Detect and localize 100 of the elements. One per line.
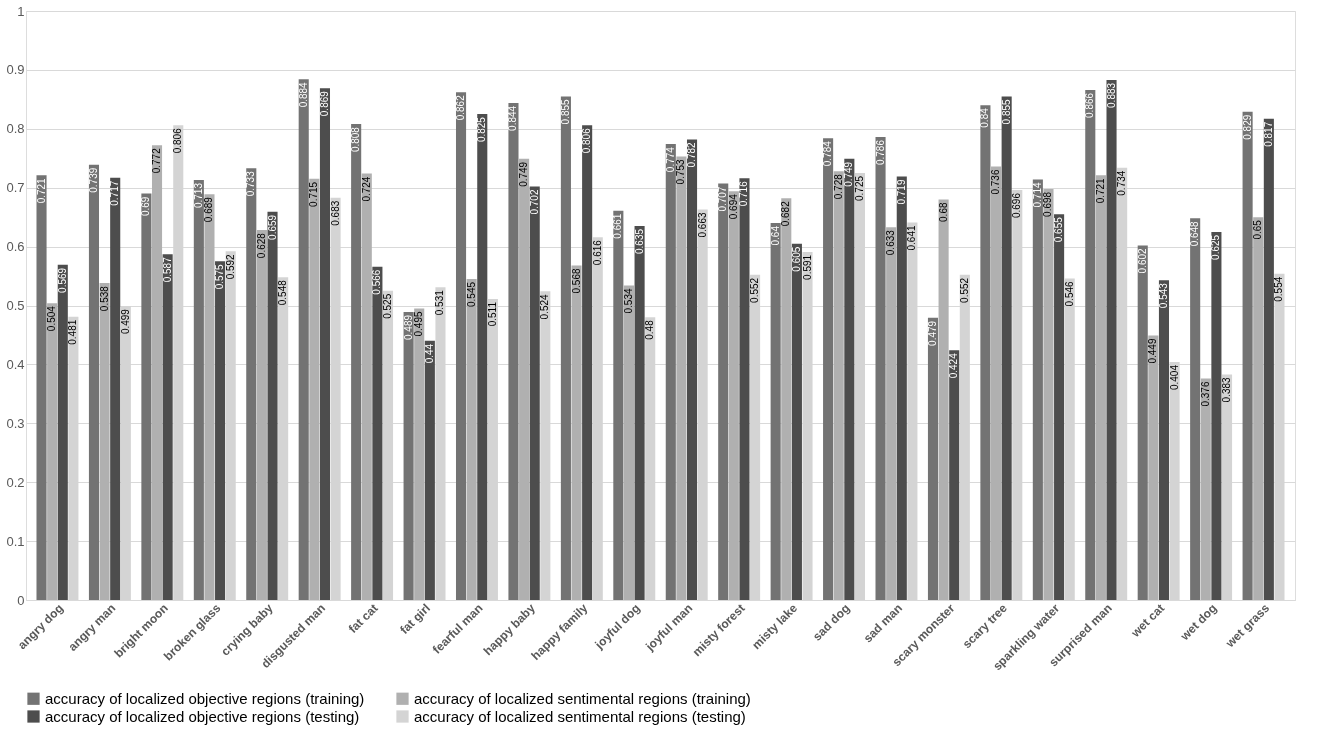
data-label: 0.592 [224, 253, 236, 280]
data-label: 0.534 [622, 288, 634, 314]
data-label: 0.531 [434, 289, 446, 316]
data-label: 0.383 [1221, 376, 1233, 403]
data-label: 0.659 [266, 214, 278, 240]
legend-label: accuracy of localized objective regions (testing) [45, 707, 360, 725]
bar [718, 183, 729, 600]
data-label: 0.736 [990, 169, 1002, 195]
bar [1085, 89, 1096, 600]
data-label: 0.548 [277, 279, 289, 306]
x-tick-label: fat girl [397, 601, 434, 637]
y-tick-label: 0.9 [6, 62, 25, 78]
data-label: 0.739 [87, 167, 99, 193]
data-label: 0.633 [885, 229, 897, 256]
data-label: 0.753 [675, 159, 687, 185]
data-label: 0.552 [958, 277, 970, 303]
data-label: 0.479 [926, 320, 938, 346]
data-label: 0.69 [140, 196, 152, 217]
bar [1263, 118, 1274, 600]
bar [519, 158, 530, 600]
bar [791, 243, 802, 600]
data-label: 0.724 [360, 176, 372, 202]
data-label: 0.869 [318, 90, 330, 117]
bar [1253, 217, 1264, 600]
bar [414, 308, 425, 600]
data-label: 0.774 [664, 146, 676, 173]
bar [560, 96, 571, 600]
data-label: 0.591 [801, 254, 813, 280]
bar [623, 285, 635, 600]
bar [582, 125, 593, 600]
bar [875, 137, 886, 600]
bar [949, 350, 960, 600]
bar [215, 261, 226, 600]
data-label: 0.481 [67, 319, 79, 345]
bar [1106, 79, 1117, 600]
data-label: 0.862 [455, 94, 467, 121]
data-label: 0.721 [35, 177, 47, 204]
data-label: 0.716 [738, 180, 750, 207]
bar [309, 178, 320, 600]
data-label: 0.48 [644, 319, 656, 340]
data-label: 0.707 [717, 186, 729, 212]
data-label: 0.772 [151, 147, 163, 174]
data-label: 0.648 [1189, 220, 1201, 247]
data-label: 0.495 [413, 311, 425, 337]
bar [193, 180, 204, 600]
data-label: 0.719 [895, 179, 907, 205]
bar [1200, 378, 1211, 600]
bar [927, 317, 939, 600]
data-label: 0.663 [696, 212, 708, 238]
data-label: 0.733 [245, 170, 257, 197]
bar [1148, 335, 1159, 600]
bar [298, 79, 309, 600]
data-label: 0.683 [329, 200, 341, 226]
bar [728, 191, 739, 600]
data-label: 0.504 [46, 305, 58, 332]
data-label: 0.525 [382, 293, 394, 319]
bar [990, 166, 1002, 600]
data-label: 0.749 [843, 161, 855, 187]
bar [770, 223, 781, 600]
y-tick-label: 0.5 [6, 298, 25, 313]
x-tick-label: wet cat [1127, 601, 1168, 641]
data-label: 0.725 [853, 175, 865, 202]
data-label: 0.855 [559, 98, 571, 125]
data-label: 0.554 [1273, 276, 1285, 302]
data-label: 0.715 [308, 181, 320, 207]
bar [319, 88, 331, 600]
y-tick-label: 0.7 [6, 180, 25, 196]
data-label: 0.543 [1157, 282, 1169, 309]
y-tick-label: 0 [17, 592, 25, 608]
bar [1211, 231, 1222, 600]
data-label: 0.575 [214, 263, 226, 290]
data-label: 0.696 [1011, 192, 1023, 219]
bar [1242, 111, 1253, 600]
bar [1095, 175, 1106, 600]
bar [571, 265, 582, 600]
data-label: 0.68 [937, 202, 949, 222]
data-label: 0.64 [769, 225, 781, 246]
y-tick-label: 0.2 [6, 474, 25, 490]
bar [267, 211, 278, 600]
bar [980, 105, 991, 600]
data-label: 0.844 [507, 105, 519, 131]
bar [665, 144, 676, 600]
data-label: 0.749 [518, 161, 530, 187]
bar [477, 114, 488, 600]
bar [256, 230, 267, 600]
bar [896, 176, 907, 600]
data-label: 0.545 [465, 281, 477, 308]
data-label: 0.587 [161, 256, 173, 283]
data-label: 0.694 [727, 193, 739, 220]
y-tick-label: 0.6 [6, 239, 25, 255]
bar [162, 254, 173, 600]
data-label: 0.499 [119, 308, 131, 335]
data-label: 0.714 [1031, 182, 1043, 208]
y-tick-label: 0.3 [6, 415, 25, 431]
bar [47, 303, 58, 600]
bar [403, 311, 414, 600]
data-label: 0.689 [203, 196, 215, 223]
bar [886, 227, 897, 600]
data-label: 0.734 [1116, 170, 1128, 196]
data-label: 0.524 [539, 293, 551, 320]
